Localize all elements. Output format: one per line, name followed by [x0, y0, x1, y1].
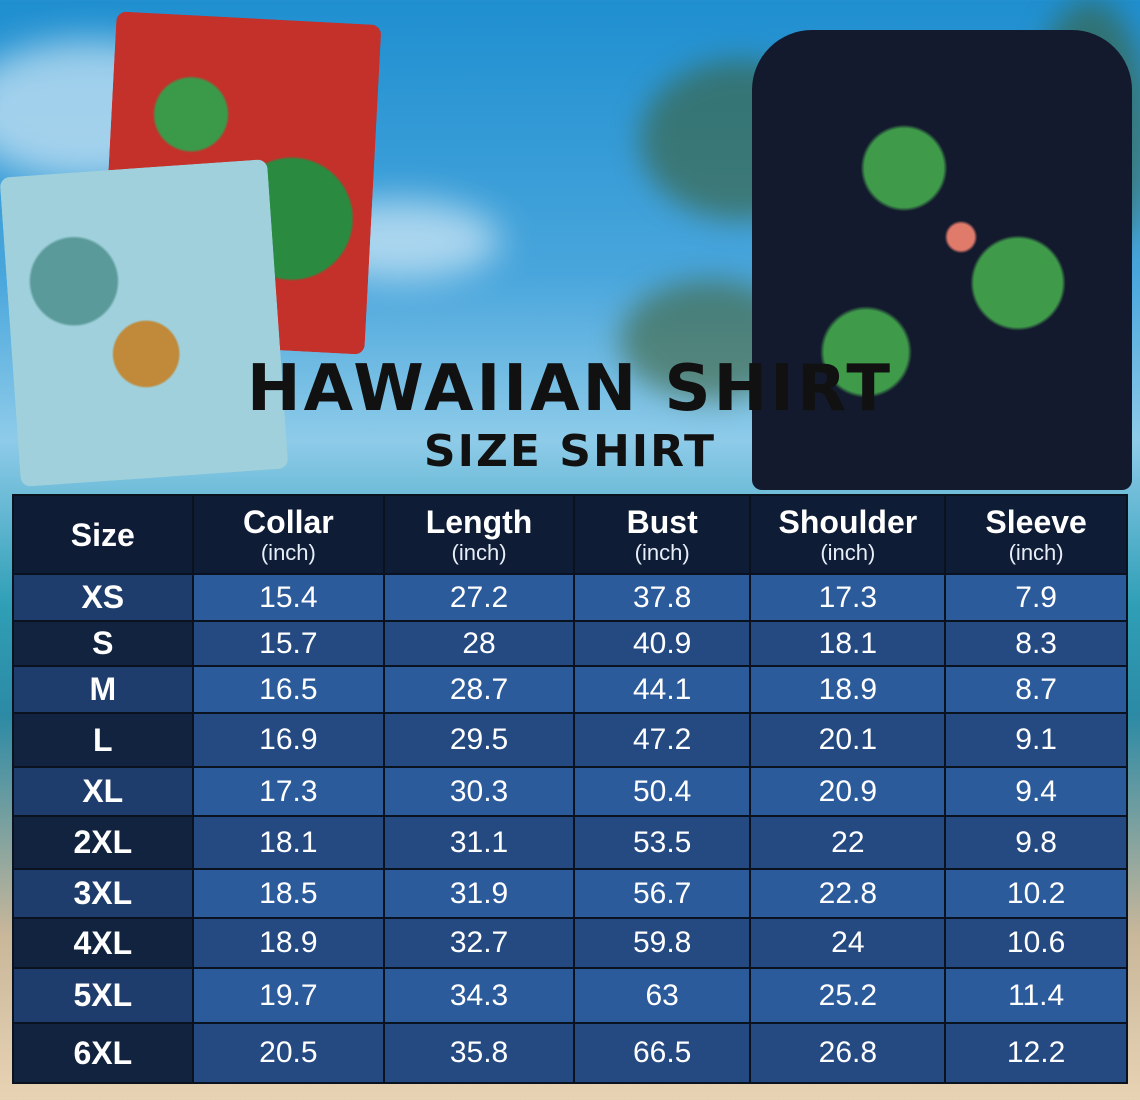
value-cell: 30.3 [383, 766, 575, 817]
value-cell: 59.8 [572, 917, 752, 969]
header-bust: Bust (inch) [572, 494, 752, 575]
value-cell: 40.9 [572, 620, 752, 667]
value-cell: 8.7 [944, 665, 1128, 714]
value-cell: 34.3 [383, 967, 575, 1024]
value-cell: 29.5 [383, 712, 575, 768]
value-cell: 47.2 [572, 712, 752, 768]
value-cell: 9.8 [944, 815, 1128, 870]
header-unit: (inch) [820, 539, 876, 565]
header-unit: (inch) [451, 539, 507, 565]
value-cell: 20.1 [749, 712, 947, 768]
value-cell: 12.2 [944, 1022, 1128, 1084]
header-collar: Collar (inch) [191, 494, 386, 575]
value-cell: 10.2 [944, 868, 1128, 919]
header-label: Shoulder [778, 503, 918, 540]
value-cell: 15.4 [191, 573, 386, 622]
value-cell: 56.7 [572, 868, 752, 919]
header-unit: (inch) [634, 539, 690, 565]
size-cell: 5XL [12, 967, 194, 1024]
value-cell: 37.8 [572, 573, 752, 622]
value-cell: 17.3 [191, 766, 386, 817]
value-cell: 7.9 [944, 573, 1128, 622]
value-cell: 18.9 [191, 917, 386, 969]
value-cell: 18.1 [749, 620, 947, 667]
table-row: M 16.5 28.7 44.1 18.9 8.7 [12, 665, 1128, 714]
size-cell: 2XL [12, 815, 194, 870]
value-cell: 10.6 [944, 917, 1128, 969]
value-cell: 16.5 [191, 665, 386, 714]
value-cell: 18.1 [191, 815, 386, 870]
value-cell: 25.2 [749, 967, 947, 1024]
header-sleeve: Sleeve (inch) [944, 494, 1128, 575]
value-cell: 63 [572, 967, 752, 1024]
header-label: Sleeve [985, 503, 1087, 540]
table-row: XS 15.4 27.2 37.8 17.3 7.9 [12, 573, 1128, 622]
table-row: S 15.7 28 40.9 18.1 8.3 [12, 620, 1128, 667]
size-cell: S [12, 620, 194, 667]
table-row: 6XL 20.5 35.8 66.5 26.8 12.2 [12, 1022, 1128, 1084]
size-cell: 3XL [12, 868, 194, 919]
value-cell: 8.3 [944, 620, 1128, 667]
value-cell: 44.1 [572, 665, 752, 714]
size-cell: L [12, 712, 194, 768]
table-row: 4XL 18.9 32.7 59.8 24 10.6 [12, 917, 1128, 969]
header-unit: (inch) [260, 539, 316, 565]
model-flamingo-shirt-image [752, 30, 1132, 490]
value-cell: 9.1 [944, 712, 1128, 768]
value-cell: 26.8 [749, 1022, 947, 1084]
value-cell: 17.3 [749, 573, 947, 622]
value-cell: 11.4 [944, 967, 1128, 1024]
value-cell: 18.5 [191, 868, 386, 919]
table-row: 5XL 19.7 34.3 63 25.2 11.4 [12, 967, 1128, 1024]
header-shoulder: Shoulder (inch) [749, 494, 947, 575]
size-cell: XL [12, 766, 194, 817]
value-cell: 19.7 [191, 967, 386, 1024]
value-cell: 28 [383, 620, 575, 667]
page-subtitle: SIZE SHIRT [423, 426, 717, 477]
value-cell: 22 [749, 815, 947, 870]
value-cell: 15.7 [191, 620, 386, 667]
size-cell: 6XL [12, 1022, 194, 1084]
value-cell: 31.9 [383, 868, 575, 919]
header-label: Length [425, 503, 533, 540]
value-cell: 16.9 [191, 712, 386, 768]
size-chart-table: Size Collar (inch) Length (inch) Bust (inch) Sh… [12, 494, 1128, 1084]
table-row: 3XL 18.5 31.9 56.7 22.8 10.2 [12, 868, 1128, 919]
header-label: Bust [626, 503, 698, 540]
value-cell: 20.9 [749, 766, 947, 817]
header-label: Collar [243, 503, 334, 540]
value-cell: 50.4 [572, 766, 752, 817]
value-cell: 27.2 [383, 573, 575, 622]
table-row: XL 17.3 30.3 50.4 20.9 9.4 [12, 766, 1128, 817]
header-unit: (inch) [1008, 539, 1064, 565]
value-cell: 20.5 [191, 1022, 386, 1084]
page-title: HAWAIIAN SHIRT [247, 352, 893, 426]
value-cell: 28.7 [383, 665, 575, 714]
value-cell: 31.1 [383, 815, 575, 870]
size-cell: 4XL [12, 917, 194, 969]
value-cell: 9.4 [944, 766, 1128, 817]
size-cell: M [12, 665, 194, 714]
table-row: L 16.9 29.5 47.2 20.1 9.1 [12, 712, 1128, 768]
value-cell: 35.8 [383, 1022, 575, 1084]
table-row: 2XL 18.1 31.1 53.5 22 9.8 [12, 815, 1128, 870]
value-cell: 24 [749, 917, 947, 969]
size-cell: XS [12, 573, 194, 622]
value-cell: 32.7 [383, 917, 575, 969]
header-row: Size Collar (inch) Length (inch) Bust (inch) Sh… [12, 494, 1128, 575]
header-size: Size [12, 494, 194, 575]
value-cell: 18.9 [749, 665, 947, 714]
value-cell: 22.8 [749, 868, 947, 919]
value-cell: 66.5 [572, 1022, 752, 1084]
value-cell: 53.5 [572, 815, 752, 870]
header-label: Size [70, 516, 135, 553]
header-length: Length (inch) [383, 494, 575, 575]
